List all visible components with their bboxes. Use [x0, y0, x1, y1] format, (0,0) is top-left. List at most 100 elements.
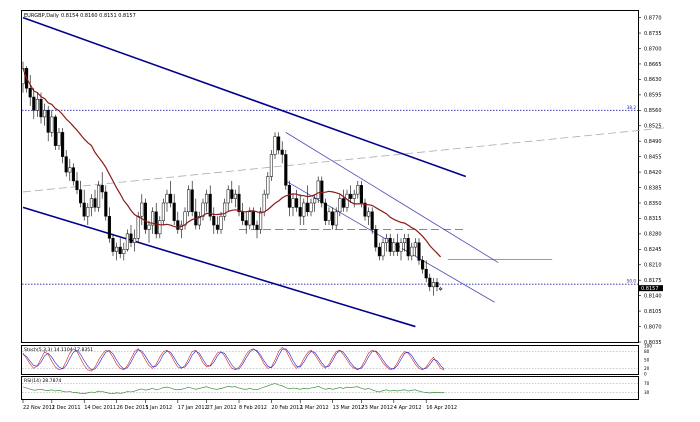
moving-average-line: [22, 68, 442, 258]
candle: [359, 180, 363, 208]
candle-body: [21, 68, 25, 85]
y-tick-label: 0.8735: [644, 31, 662, 37]
candle: [410, 242, 414, 261]
candle: [118, 238, 122, 259]
candle: [431, 278, 435, 296]
candle: [367, 207, 371, 226]
candle-body: [262, 193, 266, 213]
lower-channel-line: [22, 206, 416, 328]
candle: [280, 141, 284, 164]
candle-body: [53, 116, 57, 146]
candle: [374, 225, 378, 252]
candle-body: [381, 242, 385, 257]
candle: [338, 194, 342, 217]
y-tick-label: 0.8630: [644, 77, 662, 83]
candle: [403, 233, 407, 252]
fib-label: 50.0: [627, 279, 637, 284]
candle-body: [331, 211, 335, 226]
candle-body: [140, 202, 144, 217]
candle: [57, 127, 61, 151]
candle: [295, 189, 299, 212]
candle: [341, 189, 345, 212]
candle-body: [183, 211, 187, 226]
chart-symbol-title: EURGBP,Daily: [24, 13, 59, 19]
candle: [417, 238, 421, 265]
candle: [158, 216, 162, 239]
candle-body: [79, 189, 83, 204]
candle-body: [287, 185, 291, 208]
candle: [259, 207, 263, 234]
candle: [399, 238, 403, 261]
candle-body: [352, 193, 356, 199]
candle-body: [237, 193, 241, 213]
candle: [104, 185, 108, 221]
candle-body: [280, 149, 284, 155]
candle-body: [356, 185, 360, 195]
candle-body: [28, 87, 32, 98]
candle-body: [100, 185, 104, 193]
candle-body: [251, 211, 255, 226]
inner-upper-line: [285, 132, 499, 263]
rsi-title: RSI(14) 28.7874: [24, 378, 61, 384]
candle-body: [327, 211, 331, 221]
candle: [208, 185, 212, 221]
candle: [53, 114, 57, 151]
candle-body: [208, 193, 212, 217]
candle: [61, 127, 65, 164]
candle: [115, 242, 119, 261]
candle: [363, 198, 367, 221]
candle-body: [385, 238, 389, 243]
y-tick-label: 0.8245: [644, 247, 662, 253]
candle-body: [284, 154, 288, 186]
candle-body: [374, 229, 378, 248]
candle-body: [158, 220, 162, 235]
stoch-signal-line: [22, 348, 445, 371]
candle-body: [169, 193, 173, 204]
candle: [287, 180, 291, 217]
candle: [291, 194, 295, 217]
candle: [50, 110, 54, 137]
x-tick-label: 17 Jan 2012: [178, 405, 208, 411]
candle: [43, 103, 47, 126]
candle: [122, 242, 126, 261]
x-tick-label: 27 Jan 2012: [207, 405, 237, 411]
x-tick-label: 5 Jan 2012: [145, 405, 172, 411]
candle: [86, 202, 90, 226]
candle: [93, 189, 97, 212]
candle-body: [154, 211, 158, 235]
candle: [46, 105, 50, 142]
upper-channel-line: [22, 16, 467, 178]
candle-body: [68, 167, 72, 173]
candle: [298, 194, 302, 226]
stoch-tick-label: 80: [644, 349, 650, 354]
y-tick-label: 0.8280: [644, 232, 662, 238]
candle-body: [151, 211, 155, 226]
candle-body: [43, 110, 47, 118]
candle-body: [370, 211, 374, 230]
candle: [392, 238, 396, 256]
candle-body: [190, 189, 194, 213]
x-tick-label: 4 Apr 2012: [394, 405, 422, 411]
candle: [266, 172, 270, 199]
candle-body: [97, 185, 101, 208]
candle-body: [122, 249, 126, 254]
candle: [323, 198, 327, 226]
candle: [284, 150, 288, 190]
candle: [309, 198, 313, 217]
y-tick-label: 0.8665: [644, 62, 662, 68]
candle: [165, 189, 169, 212]
candle-body: [89, 198, 93, 208]
x-tick-label: 8 Feb 2012: [239, 405, 267, 411]
x-tick-label: 20 Feb 2012: [271, 405, 302, 411]
candle: [385, 233, 389, 252]
candle: [71, 163, 75, 186]
candle: [424, 260, 428, 283]
candle-body: [349, 193, 353, 199]
candle: [273, 132, 277, 159]
candle: [230, 180, 234, 203]
rsi-tick-label: 30: [644, 390, 650, 395]
candle: [244, 211, 248, 234]
candle: [223, 198, 227, 221]
candle-body: [133, 238, 137, 243]
